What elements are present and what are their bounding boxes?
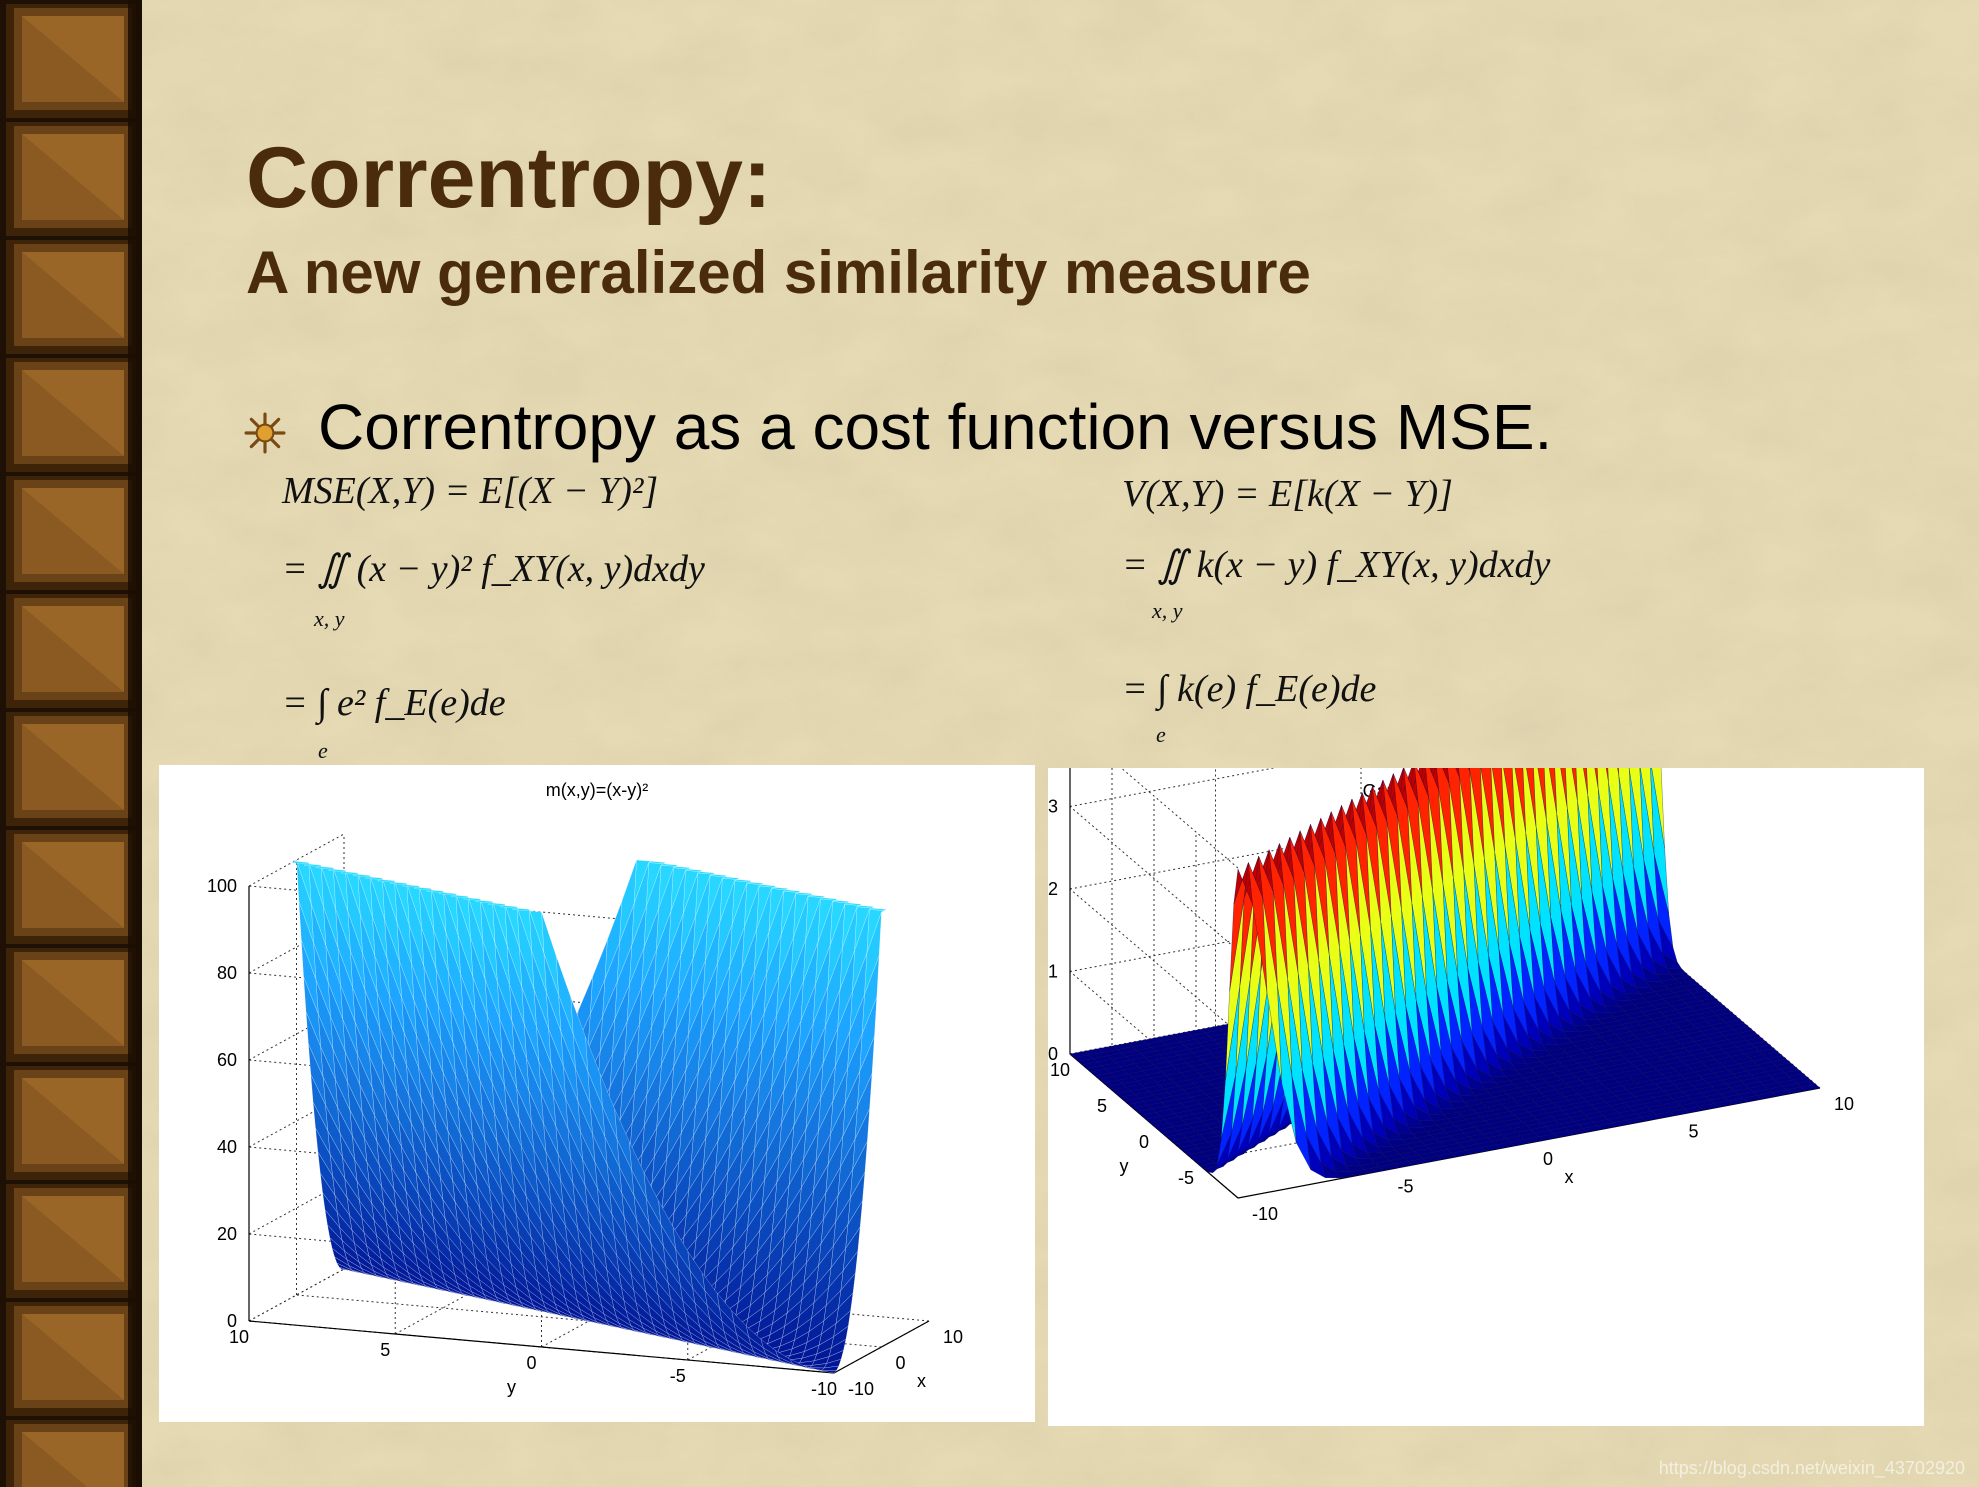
grid-line [1069,723,1239,869]
correntropy-equation-line1: V(X,Y) = E[k(X − Y)] [1122,473,1453,515]
gaussian-surface-plot: Gaussian k(x,y): σ = 100.10.20.30.41050-… [1033,613,1924,1426]
slide-title: Correntropy: [246,130,772,226]
surface-patch [322,1192,340,1229]
surface-patch [336,1262,355,1273]
y-tick-label: 0 [526,1353,536,1373]
mse-equation-line3: = ∫ e² f_E(e)de [282,682,506,724]
y-tick-label: 10 [229,1327,249,1347]
watermark-url: https://blog.csdn.net/weixin_43702920 [1658,1458,1965,1478]
wood-border-strip [0,0,142,1487]
surface-patch [320,1173,338,1213]
x-tick-label: -5 [1398,1177,1414,1197]
z-tick-label: 0.1 [1048,962,1058,982]
surface-mesh [290,859,888,1374]
x-tick-label: 10 [1834,1094,1854,1114]
grid-line [248,833,345,887]
mse-surface-plot: m(x,y)=(x-y)² 0 20 40 60 80 100 10 5 0 -5 -10 -10 0 10… [159,765,1035,1422]
surface-patch [303,976,321,1047]
surface-patch [1800,1084,1821,1092]
gaussian-surface-svg: Gaussian k(x,y): σ = 100.10.20.30.41050-… [1033,613,1854,1224]
z-tick-label: 80 [217,963,237,983]
correntropy-equation-line3-subscript: e [1156,722,1166,747]
x-tick-label: -10 [848,1379,874,1399]
z-tick-label: 0.2 [1048,879,1058,899]
z-tick-label: 40 [217,1137,237,1157]
y-axis-label: y [507,1377,516,1397]
slide-subtitle: A new generalized similarity measure [246,239,1311,306]
surface-patch [308,1043,326,1105]
starburst-bullet-icon [244,412,286,454]
x-tick-label: 5 [1689,1122,1699,1142]
z-tick-label: 100 [207,876,237,896]
x-tick-label: 0 [1543,1149,1553,1169]
correntropy-equation-line2-subscript: x, y [1152,598,1183,623]
surface-patch [305,1011,324,1077]
y-tick-label: 0 [1139,1132,1149,1152]
mse-equation-line3-subscript: e [318,738,328,763]
correntropy-equation-line2: = ∬ k(x − y) f_XY(x, y)dxdy [1122,544,1551,586]
y-tick-label: 10 [1050,1060,1070,1080]
y-tick-label: -5 [670,1366,686,1386]
x-tick-label: -10 [1252,1204,1278,1224]
correntropy-equation-line3: = ∫ k(e) f_E(e)de [1122,668,1377,710]
surface-patch [290,861,310,865]
y-axis-line [248,1320,835,1374]
y-tick-label: -5 [1178,1168,1194,1188]
grid-line [1069,806,1239,951]
chart-title: m(x,y)=(x-y)² [546,780,648,800]
y-tick-label: 5 [380,1340,390,1360]
surface-patch [326,1224,345,1252]
z-tick-label: 0 [227,1311,237,1331]
y-tick-label: 5 [1097,1096,1107,1116]
z-tick-label: 60 [217,1050,237,1070]
bullet-text: Correntropy as a cost function versus MS… [318,391,1553,463]
x-axis-label: x [1565,1167,1574,1187]
z-tick-label: 0.3 [1048,797,1058,817]
x-tick-label: 10 [943,1327,963,1347]
mse-equation-line1: MSE(X,Y) = E[(X − Y)²] [282,470,659,512]
z-tick-label: 0 [1048,1044,1058,1064]
y-tick-label: -10 [811,1379,837,1399]
z-tick-label: 20 [217,1224,237,1244]
surface-patch [293,859,312,904]
x-tick-label: 0 [896,1353,906,1373]
mse-equation-line2-subscript: x, y [314,606,345,631]
surface-patch [331,1247,350,1267]
y-axis-label: y [1120,1156,1129,1176]
grid-line [248,1268,345,1322]
x-axis-label: x [917,1371,926,1391]
surface-mesh [1069,614,1821,1179]
surface-patch [312,1101,331,1155]
mse-equation-line2: = ∬ (x − y)² f_XY(x, y)dxdy [282,548,705,590]
x-axis-line [833,1320,930,1374]
